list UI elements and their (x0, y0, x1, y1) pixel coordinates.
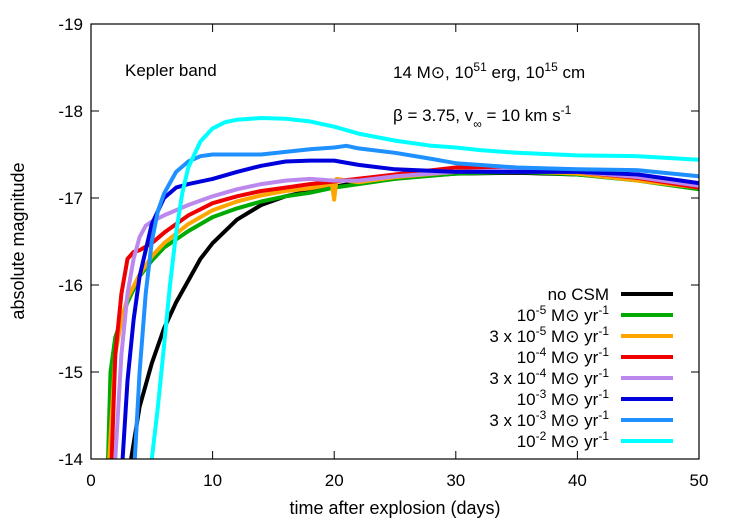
series-line-1 (106, 169, 699, 459)
x-tick-label: 10 (203, 471, 222, 490)
band-annotation: Kepler band (125, 61, 217, 80)
legend-label-7: 10-2 M⊙ yr-1 (517, 429, 610, 451)
x-tick-label: 50 (690, 471, 709, 490)
y-tick-label: -16 (58, 276, 83, 295)
params-annotation-line1: 14 M⊙, 1051 erg, 1015 cm (393, 60, 585, 82)
legend-label-0: no CSM (548, 285, 609, 304)
series-line-2 (107, 169, 699, 459)
legend-label-4: 3 x 10-4 M⊙ yr-1 (489, 366, 609, 388)
x-tick-label: 20 (325, 471, 344, 490)
params-annotation-line2: β = 3.75, v∞ = 10 km s-1 (393, 103, 572, 131)
y-tick-label: -15 (58, 363, 83, 382)
series-line-6 (132, 143, 699, 459)
y-tick-label: -18 (58, 102, 83, 121)
legend-label-5: 10-3 M⊙ yr-1 (517, 387, 610, 409)
series-line-3 (109, 165, 699, 459)
x-tick-label: 40 (568, 471, 587, 490)
legend-label-3: 10-4 M⊙ yr-1 (517, 345, 610, 367)
x-axis-label: time after explosion (days) (289, 498, 500, 518)
series-line-7 (149, 116, 699, 459)
x-tick-label: 30 (446, 471, 465, 490)
x-tick-label: 0 (86, 471, 95, 490)
series-layer (106, 116, 699, 459)
legend-label-6: 3 x 10-3 M⊙ yr-1 (489, 408, 609, 430)
y-tick-label: -14 (58, 450, 83, 469)
ticks-layer: 0 10 20 30 40 50 -14 -15 -16 -17 -18 -19 (58, 15, 708, 490)
legend-label-2: 3 x 10-5 M⊙ yr-1 (489, 324, 609, 346)
y-axis-label: absolute magnitude (8, 162, 28, 319)
y-tick-label: -17 (58, 189, 83, 208)
y-tick-label: -19 (58, 15, 83, 34)
series-line-5 (120, 158, 699, 459)
legend-label-1: 10-5 M⊙ yr-1 (517, 303, 610, 325)
plot-frame (90, 23, 700, 460)
